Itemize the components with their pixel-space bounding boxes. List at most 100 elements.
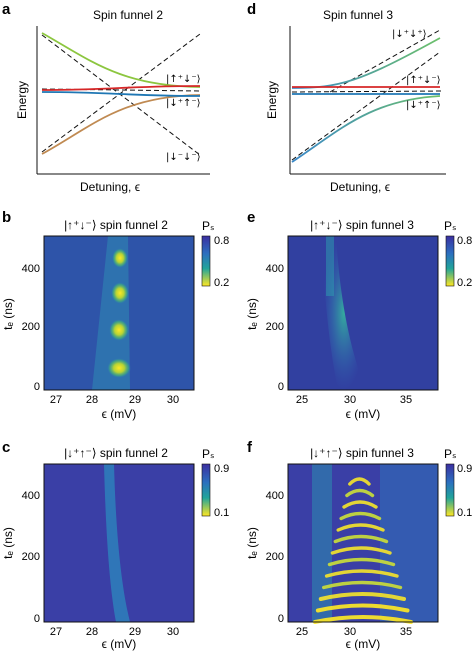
panel-d-dashed-diabat-1 (291, 51, 441, 161)
panel-b-xtick: 27 (50, 394, 62, 406)
panel-b-title: |↑⁺↓⁻⟩ spin funnel 2 (64, 218, 168, 232)
panel-a-state-2: |↓⁺↑⁻⟩ (166, 98, 201, 109)
panel-b: b |↑⁺↓⁻⟩ spin funnel 2 27 28 29 30 0 200… (1, 209, 229, 421)
panel-f-fringe (348, 477, 371, 486)
panel-e-xtick: 35 (400, 394, 412, 406)
panel-c-colorbar-tick: 0.1 (214, 507, 229, 519)
panel-f-colorbar-label: Pₛ (444, 447, 456, 461)
panel-f-fringe (313, 615, 413, 624)
panel-b-ytick: 0 (34, 381, 40, 393)
panel-f-fringe (336, 523, 385, 532)
panel-e-ytick: 400 (266, 263, 284, 275)
panel-e-colorbar (445, 235, 455, 287)
panel-a-lower-branch (41, 94, 201, 155)
panel-f-xtick: 35 (400, 626, 412, 638)
panel-a-state-3: |↓⁻↓⁻⟩ (166, 152, 201, 163)
panel-label-d: d (247, 1, 256, 18)
panel-b-ylabel: tₑ (ns) (1, 298, 15, 330)
panel-c-ytick: 400 (22, 490, 40, 502)
panel-c-ylabel: tₑ (ns) (1, 527, 15, 559)
panel-f-fringe (324, 569, 399, 578)
panel-e-heatmap (288, 236, 438, 390)
panel-e-xlabel: ϵ (mV) (346, 407, 381, 421)
panel-a-dashed-diabat-1 (41, 34, 201, 156)
panel-b-colorbar-tick: 0.8 (214, 235, 229, 247)
panel-d-state-2: |↑⁺↓⁻⟩ (406, 75, 441, 86)
panel-c-xtick: 30 (167, 626, 179, 638)
panel-e-ytick: 200 (266, 321, 284, 333)
panel-b-xtick: 30 (167, 394, 179, 406)
panel-a: a Spin funnel 2 Energy Detuning, ϵ |↑⁺↓⁻… (2, 1, 210, 194)
panel-b-colorbar-tick: 0.2 (214, 277, 229, 289)
panel-e: e |↑⁺↓⁻⟩ spin funnel 3 25 30 35 0 200 40… (245, 209, 472, 421)
panel-b-funnel-band (92, 236, 130, 390)
panel-d-dashed-diabat-2 (329, 29, 441, 93)
panel-c-frame (43, 463, 195, 623)
panel-e-xtick: 30 (344, 394, 356, 406)
panel-b-xtick: 28 (86, 394, 98, 406)
panel-f-xtick: 30 (344, 626, 356, 638)
panel-d-ylabel: Energy (265, 81, 279, 119)
panel-f-colorbar-tick: 0.1 (457, 507, 472, 519)
panel-f-fringe (333, 534, 389, 544)
panel-f-fringes (313, 477, 413, 624)
panel-c-xtick: 27 (50, 626, 62, 638)
panel-e-title: |↑⁺↓⁻⟩ spin funnel 3 (310, 218, 414, 232)
panel-f-xtick: 25 (296, 626, 308, 638)
panel-e-colorbar-tick: 0.8 (457, 235, 472, 247)
panel-e-xtick: 25 (296, 394, 308, 406)
panel-label-f: f (247, 439, 253, 456)
panel-c-xtick: 28 (86, 626, 98, 638)
panel-e-colorbar-tick: 0.2 (457, 277, 472, 289)
panel-e-ylabel: tₑ (ns) (245, 298, 259, 330)
panel-a-state-1: |↑⁺↓⁻⟩ (166, 74, 201, 85)
panel-f-left-band (312, 464, 332, 622)
panel-f-fringe (342, 500, 378, 509)
panel-d-dashed-flat (291, 90, 445, 93)
panel-f-ylabel: tₑ (ns) (245, 527, 259, 559)
panel-d-title: Spin funnel 3 (323, 8, 393, 22)
panel-b-colorbar (201, 235, 211, 287)
panel-f-xlabel: ϵ (mV) (346, 637, 381, 651)
panel-f-colorbar (445, 463, 455, 517)
panel-a-blue-level (41, 91, 201, 97)
panel-c-title: |↓⁺↑⁻⟩ spin funnel 2 (64, 446, 168, 460)
panel-f-right-region (380, 464, 438, 622)
panel-c: c |↓⁺↑⁻⟩ spin funnel 2 27 28 29 30 0 200… (1, 439, 229, 651)
panel-f-fringe (315, 603, 410, 613)
panel-d-xlabel: Detuning, ϵ (330, 180, 390, 194)
panel-label-a: a (2, 1, 11, 18)
panel-f-ytick: 0 (278, 613, 284, 625)
panel-c-xlabel: ϵ (mV) (102, 637, 137, 651)
panel-f-fringe (322, 580, 403, 590)
panel-c-colorbar-tick: 0.9 (214, 463, 229, 475)
panel-b-xtick: 29 (129, 394, 141, 406)
panel-e-frame (287, 235, 439, 391)
panel-b-frame (43, 235, 195, 391)
panel-label-c: c (2, 439, 10, 456)
panel-c-ytick: 0 (34, 613, 40, 625)
panel-d-state-3: |↓⁺↑⁻⟩ (406, 100, 441, 111)
panel-c-xtick: 29 (129, 626, 141, 638)
panel-b-xlabel: ϵ (mV) (102, 407, 137, 421)
panel-f-fringe (330, 546, 392, 555)
panel-b-colorbar-label: Pₛ (202, 219, 214, 233)
panel-b-oscillation-blob (109, 319, 129, 341)
panel-d-lower-branch (291, 95, 441, 163)
panel-e-funnel-top (326, 236, 334, 296)
panel-label-b: b (2, 209, 11, 226)
panel-f-fringe (345, 488, 375, 498)
panel-f-ytick: 400 (266, 490, 284, 502)
panel-a-dashed-diabat-2 (41, 33, 201, 153)
panel-e-ytick: 0 (278, 381, 284, 393)
panel-e-colorbar-label: Pₛ (444, 219, 456, 233)
panel-f-colorbar-tick: 0.9 (457, 463, 472, 475)
panel-f: f |↓⁺↑⁻⟩ spin funnel 3 25 30 35 0 200 40… (245, 439, 472, 651)
panel-a-red-level (41, 85, 201, 91)
panel-a-title: Spin funnel 2 (93, 8, 163, 22)
panel-a-ylabel: Energy (15, 81, 29, 119)
panel-f-fringe (327, 557, 396, 567)
panel-b-ytick: 200 (22, 321, 40, 333)
panel-c-funnel-band (104, 464, 130, 622)
